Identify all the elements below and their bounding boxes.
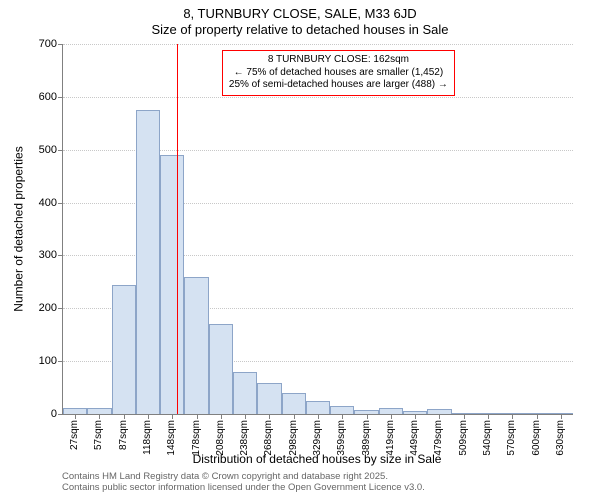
xtick-mark	[197, 414, 198, 419]
xtick-label: 87sqm	[118, 420, 129, 450]
xtick-mark	[294, 414, 295, 419]
ytick-mark	[58, 203, 63, 204]
xtick-mark	[124, 414, 125, 419]
gridline-h	[63, 97, 573, 98]
histogram-bar	[257, 383, 281, 414]
xtick-label: 419sqm	[385, 420, 396, 456]
chart-title-address: 8, TURNBURY CLOSE, SALE, M33 6JD	[0, 6, 600, 21]
xtick-mark	[318, 414, 319, 419]
yaxis-title: Number of detached properties	[10, 44, 28, 414]
xtick-label: 27sqm	[69, 420, 80, 450]
gridline-h	[63, 44, 573, 45]
ytick-mark	[58, 361, 63, 362]
yaxis-title-text: Number of detached properties	[12, 146, 26, 311]
chart-subtitle: Size of property relative to detached ho…	[0, 22, 600, 37]
ytick-mark	[58, 150, 63, 151]
ytick-mark	[58, 308, 63, 309]
xtick-label: 178sqm	[191, 420, 202, 456]
annotation-line: 25% of semi-detached houses are larger (…	[229, 79, 448, 92]
histogram-bar	[136, 110, 160, 414]
xtick-label: 238sqm	[239, 420, 250, 456]
histogram-bar	[160, 155, 184, 414]
histogram-bar	[184, 277, 208, 414]
xtick-label: 570sqm	[506, 420, 517, 456]
xtick-label: 509sqm	[458, 420, 469, 456]
xtick-label: 540sqm	[482, 420, 493, 456]
xtick-mark	[512, 414, 513, 419]
histogram-bar	[233, 372, 257, 414]
xtick-label: 329sqm	[312, 420, 323, 456]
property-size-histogram: 8, TURNBURY CLOSE, SALE, M33 6JD Size of…	[0, 0, 600, 500]
xtick-mark	[561, 414, 562, 419]
xtick-label: 118sqm	[142, 420, 153, 455]
xtick-label: 600sqm	[531, 420, 542, 456]
xtick-mark	[99, 414, 100, 419]
histogram-bar	[209, 324, 233, 414]
xtick-mark	[464, 414, 465, 419]
annotation-line: 8 TURNBURY CLOSE: 162sqm	[229, 54, 448, 67]
footer-line-2: Contains public sector information licen…	[62, 482, 425, 493]
data-attribution: Contains HM Land Registry data © Crown c…	[62, 471, 425, 494]
histogram-bar	[112, 285, 136, 415]
xtick-label: 479sqm	[433, 420, 444, 456]
xtick-mark	[75, 414, 76, 419]
xtick-label: 148sqm	[166, 420, 177, 456]
xtick-mark	[148, 414, 149, 419]
xtick-mark	[391, 414, 392, 419]
ytick-mark	[58, 97, 63, 98]
xtick-label: 298sqm	[288, 420, 299, 456]
annotation-box: 8 TURNBURY CLOSE: 162sqm← 75% of detache…	[222, 50, 455, 96]
ytick-mark	[58, 414, 63, 415]
xtick-label: 449sqm	[409, 420, 420, 456]
reference-line	[177, 44, 178, 414]
xtick-mark	[439, 414, 440, 419]
histogram-bar	[282, 393, 306, 414]
xtick-mark	[367, 414, 368, 419]
xtick-mark	[488, 414, 489, 419]
xtick-mark	[342, 414, 343, 419]
xtick-label: 208sqm	[215, 420, 226, 456]
xtick-mark	[537, 414, 538, 419]
xtick-label: 389sqm	[361, 420, 372, 456]
xtick-label: 630sqm	[555, 420, 566, 456]
xtick-mark	[415, 414, 416, 419]
xtick-label: 57sqm	[93, 420, 104, 450]
xtick-mark	[172, 414, 173, 419]
plot-area: 010020030040050060070027sqm57sqm87sqm118…	[62, 44, 573, 415]
ytick-mark	[58, 255, 63, 256]
ytick-mark	[58, 44, 63, 45]
histogram-bar	[330, 406, 354, 414]
xtick-mark	[245, 414, 246, 419]
xtick-mark	[221, 414, 222, 419]
annotation-line: ← 75% of detached houses are smaller (1,…	[229, 67, 448, 80]
xtick-mark	[269, 414, 270, 419]
histogram-bar	[306, 401, 330, 414]
footer-line-1: Contains HM Land Registry data © Crown c…	[62, 471, 425, 482]
xtick-label: 268sqm	[263, 420, 274, 456]
xaxis-title: Distribution of detached houses by size …	[62, 452, 572, 466]
xtick-label: 359sqm	[336, 420, 347, 456]
